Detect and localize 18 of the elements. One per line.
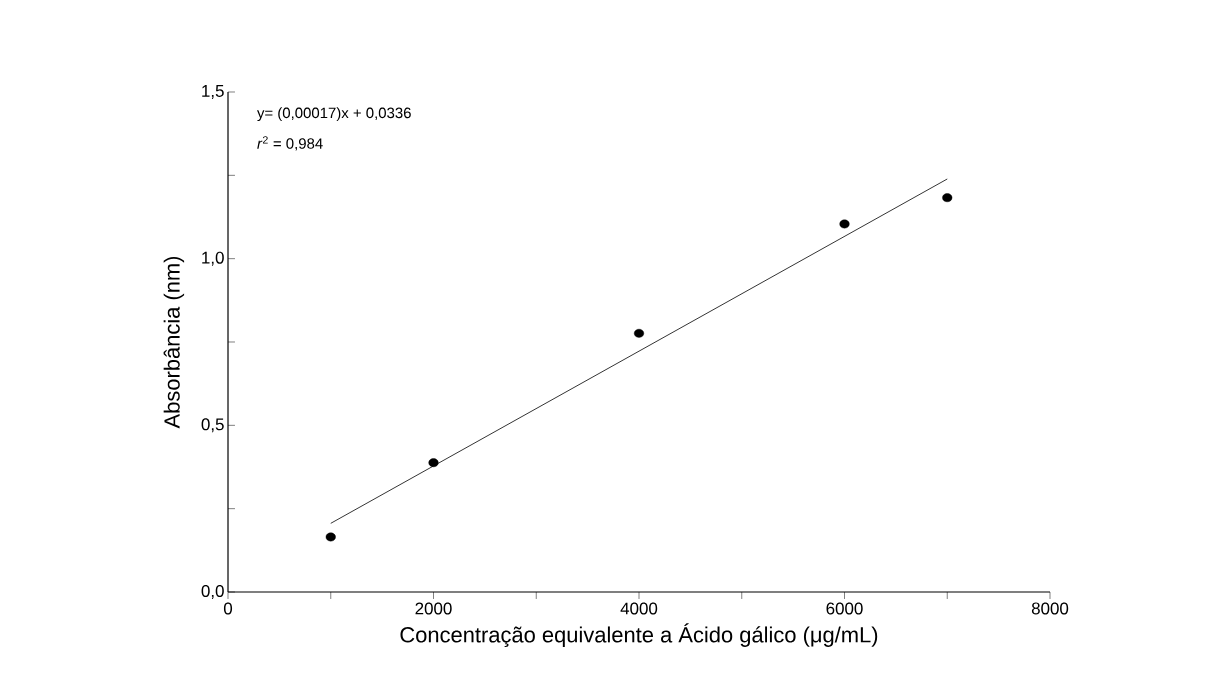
point	[325, 532, 336, 542]
x-tick-label: 8000	[1031, 602, 1069, 615]
x-tick-label: 2000	[415, 602, 452, 615]
x-axis-title: Concentração equivalente a Ácido gálico (μg/mL)	[400, 623, 878, 647]
point	[633, 328, 645, 338]
annotation: y= (0,00017)x + 0,0336	[257, 107, 411, 122]
y-tick-label: 1,0	[202, 251, 224, 266]
y-axis-title: Absorbância (nm)	[163, 256, 185, 429]
y-tick-label: 0,5	[201, 418, 224, 433]
point	[428, 458, 439, 468]
x-tick-label: 4000	[620, 602, 658, 615]
x-tick-label: 6000	[826, 602, 863, 615]
x-tick-label: 0	[223, 602, 233, 615]
y-tick-label: 0,0	[201, 585, 224, 599]
point	[942, 193, 953, 203]
point	[839, 219, 850, 229]
annotation: r$^{2}$ = 0,984	[257, 136, 323, 151]
y-tick-label: 1,5	[202, 85, 224, 99]
